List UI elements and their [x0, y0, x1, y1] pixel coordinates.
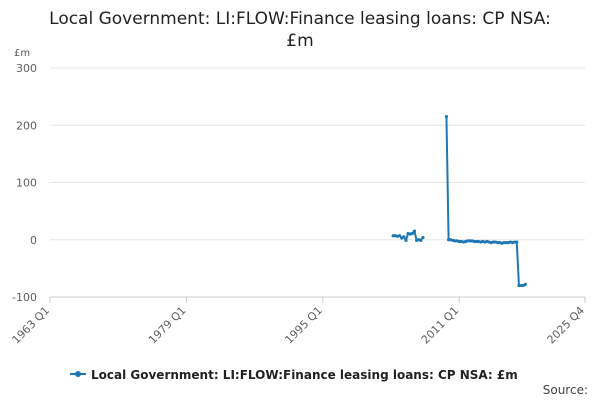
chart-title-line-1: Local Government: LI:FLOW:Finance leasin…	[49, 9, 551, 29]
source-label[interactable]: Source:	[543, 383, 588, 397]
y-tick-label: 100	[16, 177, 37, 190]
data-point[interactable]	[419, 238, 423, 242]
axes: -100 0 100 200 300 1963 Q1 1979 Q1 1995 Q1 2011 …	[10, 62, 588, 346]
data-point[interactable]	[421, 235, 425, 240]
data-point[interactable]	[402, 235, 406, 239]
data-point[interactable]	[523, 282, 527, 286]
data-point[interactable]	[444, 115, 449, 119]
data-point[interactable]	[404, 238, 408, 242]
x-tick-label: 1963 Q1	[10, 304, 53, 347]
y-tick-label: 200	[16, 119, 37, 132]
x-tick-label: 1995 Q1	[282, 304, 325, 347]
data-point[interactable]	[397, 234, 402, 238]
x-tick-label: 2025 Q4	[545, 304, 588, 347]
series-layer	[391, 115, 527, 288]
data-point[interactable]	[412, 229, 417, 233]
series-0	[391, 115, 527, 288]
x-tick-label: 1979 Q1	[146, 304, 189, 347]
legend-label: Local Government: LI:FLOW:Finance leasin…	[91, 368, 518, 382]
chart-title-line-2: £m	[286, 31, 313, 51]
y-tick-label: -100	[12, 291, 37, 304]
y-axis-unit-label: £m	[14, 48, 30, 59]
series-line-segment	[445, 116, 526, 287]
gridlines	[50, 67, 585, 241]
y-tick-label: 0	[30, 234, 37, 247]
data-point[interactable]	[410, 231, 414, 236]
legend-swatch-marker	[75, 371, 81, 377]
y-tick-label: 300	[16, 62, 37, 75]
x-tick-label: 2011 Q1	[419, 304, 462, 347]
legend[interactable]: Local Government: LI:FLOW:Finance leasin…	[70, 368, 518, 382]
data-point[interactable]	[515, 240, 519, 244]
